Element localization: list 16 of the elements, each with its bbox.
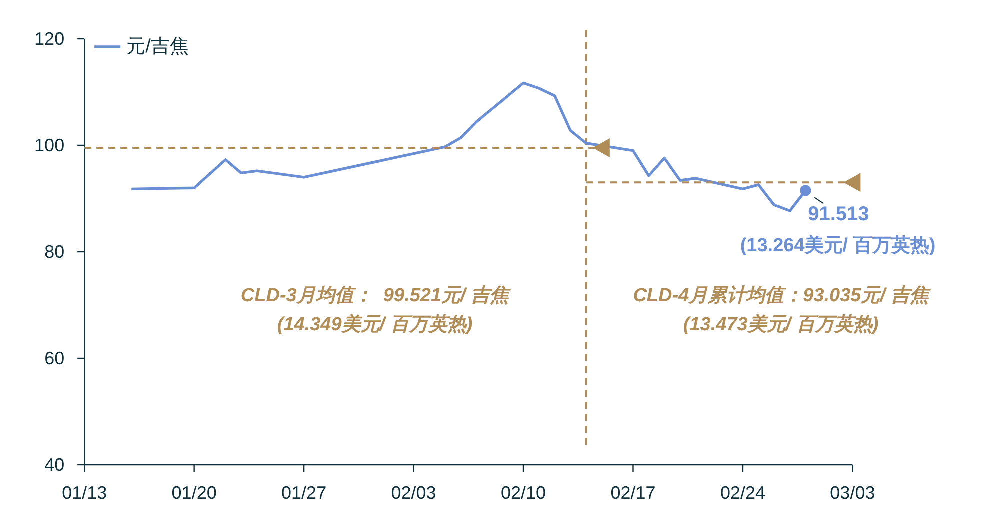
y-tick-label: 40 xyxy=(44,455,65,475)
x-tick-label: 02/24 xyxy=(720,483,766,503)
y-tick-label: 120 xyxy=(34,29,65,49)
annotation: 91.513 xyxy=(808,204,870,226)
x-tick-label: 01/13 xyxy=(62,483,108,503)
legend-label: 元/吉焦 xyxy=(126,36,189,58)
x-tick-label: 02/10 xyxy=(500,483,546,503)
y-tick-label: 60 xyxy=(44,348,65,368)
x-tick-label: 01/20 xyxy=(172,483,217,503)
x-tick-label: 01/27 xyxy=(282,483,327,503)
x-tick-label: 02/03 xyxy=(391,483,436,503)
x-tick-label: 03/03 xyxy=(830,483,876,503)
y-tick-label: 100 xyxy=(34,136,65,156)
legend: 元/吉焦 xyxy=(94,36,189,58)
y-tick-label: 80 xyxy=(44,242,65,262)
x-tick-label: 02/17 xyxy=(610,483,656,503)
